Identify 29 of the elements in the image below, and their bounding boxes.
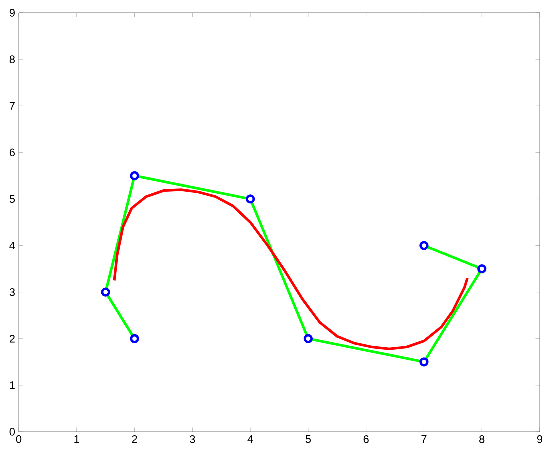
point [130,171,140,181]
y-tick-label: 4 [10,242,16,250]
point [420,241,429,250]
x-tick-label: 4 [248,436,254,444]
point [304,334,314,344]
point [101,288,110,297]
x-tick-label: 3 [190,436,196,444]
x-tick-label: 8 [480,436,485,444]
x-tick-label: 1 [74,436,80,444]
x-tick-label: 6 [364,436,369,444]
y-tick-label: 0 [10,428,16,436]
x-tick-label: 0 [16,436,22,444]
point [130,334,140,344]
y-tick-label: 6 [10,148,15,157]
x-tick-label: 7 [422,436,427,444]
y-tick-label: 2 [10,335,15,343]
line-series [113,188,469,350]
point [246,194,256,204]
x-tick-label: 9 [537,436,543,444]
point [420,358,429,367]
x-tick-label: 2 [132,436,138,444]
y-tick-label: 7 [10,102,15,110]
y-tick-label: 1 [10,382,15,390]
y-tick-label: 8 [10,56,15,64]
x-tick-label: 5 [306,436,312,444]
y-tick-label: 3 [10,288,15,296]
y-tick-label: 5 [10,195,16,204]
y-tick-label: 9 [10,9,15,17]
point [478,264,487,274]
